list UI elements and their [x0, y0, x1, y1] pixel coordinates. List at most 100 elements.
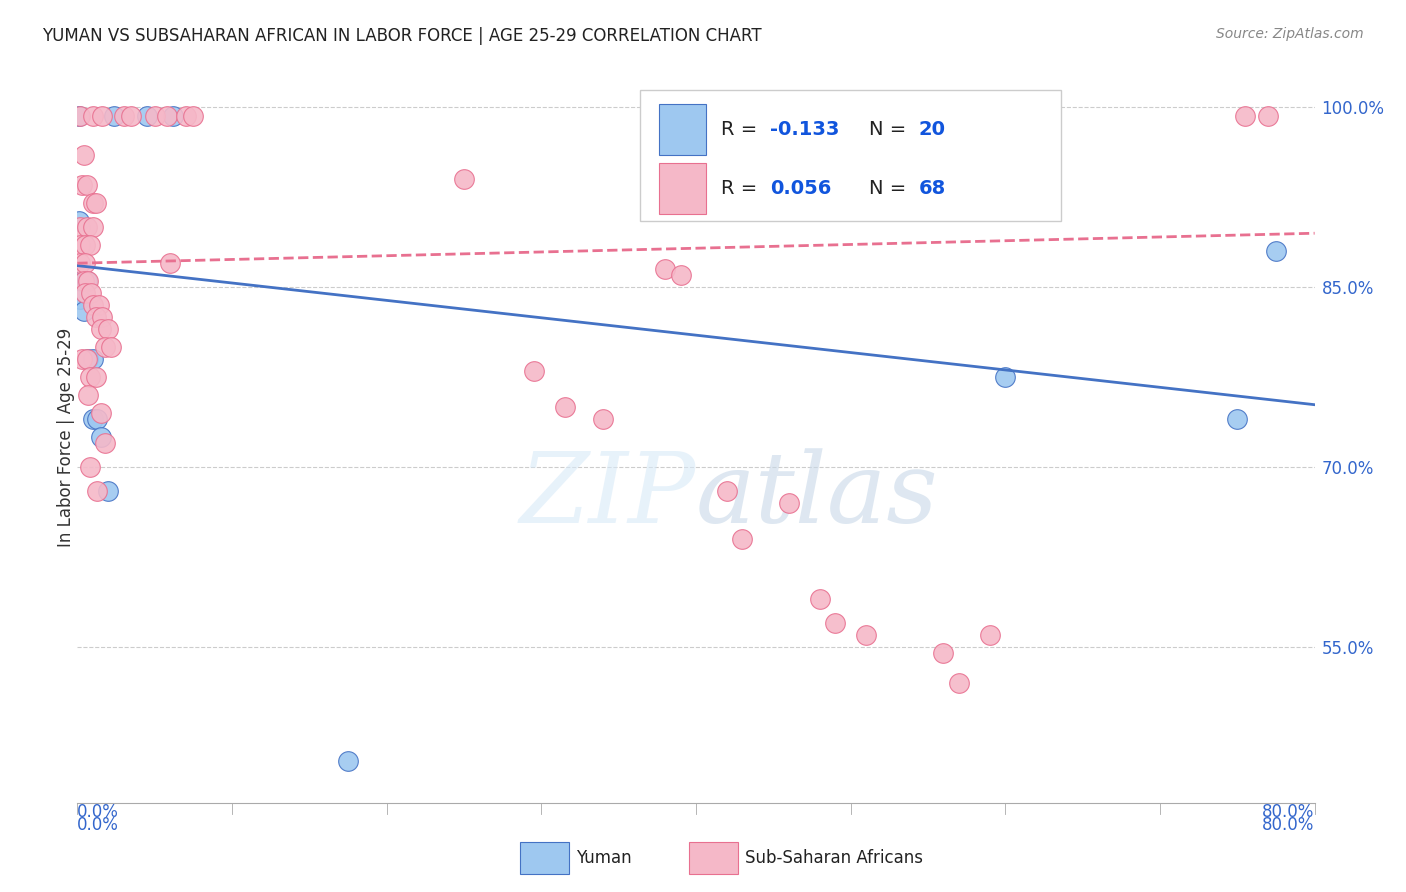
Point [143, 109, 166, 123]
Point [82, 196, 104, 211]
Point [824, 615, 846, 630]
Point [731, 532, 754, 546]
Text: N =: N = [869, 120, 912, 139]
Point [855, 628, 877, 642]
Point [90, 430, 112, 444]
Point [84, 196, 107, 211]
Point [100, 340, 122, 354]
Point [112, 109, 135, 123]
Bar [659, 104, 706, 155]
Point [94, 436, 117, 450]
Point [932, 646, 955, 660]
Point [77, 388, 100, 402]
Point [174, 109, 197, 123]
Point [82, 220, 104, 235]
Point [72, 274, 94, 288]
Point [72, 304, 94, 318]
Text: -0.133: -0.133 [770, 120, 839, 139]
Y-axis label: In Labor Force | Age 25-29: In Labor Force | Age 25-29 [58, 327, 75, 547]
Point [808, 591, 831, 606]
Point [90, 406, 112, 420]
Point [103, 109, 125, 123]
Point [1226, 412, 1249, 426]
Point [97, 483, 120, 498]
Text: Yuman: Yuman [576, 849, 633, 867]
Point [79, 370, 101, 384]
Point [69, 238, 91, 252]
Point [337, 754, 360, 768]
Point [1265, 244, 1288, 259]
Text: 0.0%: 0.0% [77, 816, 120, 834]
Point [592, 412, 614, 426]
Point [979, 628, 1001, 642]
Text: 68: 68 [918, 179, 946, 198]
Point [654, 262, 676, 277]
Point [70, 352, 93, 367]
Point [75, 238, 96, 252]
Point [994, 370, 1017, 384]
Text: Sub-Saharan Africans: Sub-Saharan Africans [745, 849, 924, 867]
Point [82, 412, 104, 426]
Text: YUMAN VS SUBSAHARAN AFRICAN IN LABOR FORCE | AGE 25-29 CORRELATION CHART: YUMAN VS SUBSAHARAN AFRICAN IN LABOR FOR… [42, 27, 762, 45]
Point [69, 292, 91, 306]
Text: 80.0%: 80.0% [1263, 816, 1315, 834]
Point [77, 352, 100, 367]
Point [183, 109, 205, 123]
Text: Source: ZipAtlas.com: Source: ZipAtlas.com [1216, 27, 1364, 41]
Point [84, 370, 107, 384]
Point [67, 214, 90, 228]
Point [79, 460, 101, 475]
Point [70, 178, 93, 193]
Point [76, 352, 98, 367]
Point [86, 483, 108, 498]
Point [156, 109, 179, 123]
Text: R =: R = [721, 179, 763, 198]
Point [669, 268, 692, 283]
Point [121, 109, 143, 123]
Point [948, 676, 970, 690]
Bar [640, 90, 1062, 221]
Text: 20: 20 [918, 120, 946, 139]
Point [1257, 109, 1279, 123]
Point [80, 286, 103, 301]
Point [87, 298, 110, 312]
Point [67, 109, 90, 123]
Point [69, 220, 91, 235]
Text: atlas: atlas [696, 448, 939, 543]
Point [90, 322, 112, 336]
Point [69, 256, 91, 270]
Point [76, 220, 98, 235]
Text: 0.0%: 0.0% [77, 803, 120, 821]
Point [75, 256, 96, 270]
Point [72, 148, 94, 162]
Point [75, 286, 96, 301]
Text: 0.056: 0.056 [770, 179, 831, 198]
Point [162, 109, 184, 123]
Bar [659, 162, 706, 214]
Point [91, 109, 114, 123]
Point [97, 322, 120, 336]
Point [159, 256, 181, 270]
Point [94, 340, 117, 354]
Point [716, 483, 738, 498]
Text: R =: R = [721, 120, 763, 139]
Point [1234, 109, 1257, 123]
Point [72, 274, 94, 288]
Point [136, 109, 159, 123]
Point [76, 274, 98, 288]
Point [554, 400, 576, 414]
Point [523, 364, 546, 378]
Point [778, 496, 800, 510]
Text: N =: N = [869, 179, 912, 198]
Point [76, 178, 98, 193]
Point [82, 109, 104, 123]
Point [86, 412, 108, 426]
Point [91, 310, 114, 325]
Point [69, 109, 91, 123]
Point [69, 274, 91, 288]
Text: 80.0%: 80.0% [1263, 803, 1315, 821]
Point [82, 352, 104, 367]
Point [82, 298, 104, 312]
Point [84, 310, 107, 325]
Point [453, 172, 475, 186]
